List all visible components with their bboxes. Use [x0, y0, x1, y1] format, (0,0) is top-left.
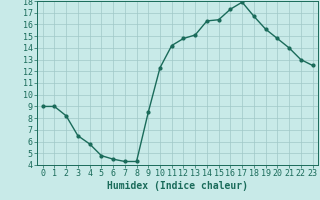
X-axis label: Humidex (Indice chaleur): Humidex (Indice chaleur)	[107, 181, 248, 191]
